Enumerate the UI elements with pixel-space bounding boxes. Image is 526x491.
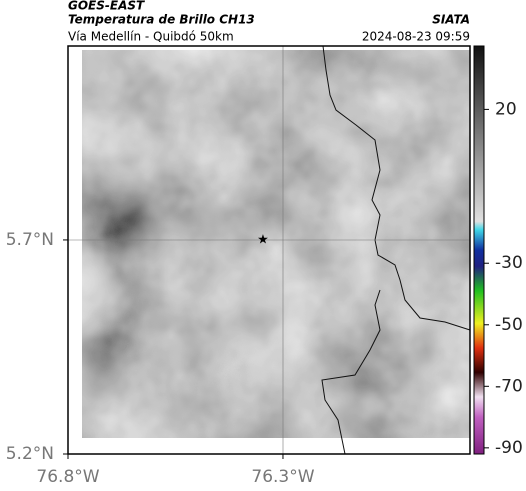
- colorbar-tick-label: -50: [495, 315, 523, 335]
- colorbar: [473, 45, 485, 455]
- colorbar-tick-label: -90: [495, 438, 523, 458]
- subtitle: Vía Medellín - Quibdó 50km: [68, 30, 234, 44]
- colorbar-tick-label: 20: [495, 99, 517, 119]
- timestamp: 2024-08-23 09:59: [362, 30, 470, 44]
- imagery: [82, 50, 470, 438]
- y-tick-label: 5.2°N: [6, 444, 54, 464]
- map-frame: [67, 45, 471, 455]
- colorbar-tick-label: -30: [495, 253, 523, 273]
- agency: SIATA: [432, 13, 470, 27]
- x-tick-label: 76.8°W: [36, 467, 99, 487]
- title: Temperatura de Brillo CH13: [68, 13, 255, 27]
- coastline: [321, 45, 471, 455]
- location-marker: ★: [257, 233, 269, 248]
- ticks: 76.8°W 76.3°W 5.2°N 5.7°N 20 -30 -50 -70 -90: [6, 99, 523, 487]
- x-tick-label: 76.3°W: [251, 467, 314, 487]
- y-tick-label: 5.7°N: [6, 230, 54, 250]
- colorbar-tick-label: -70: [495, 376, 523, 396]
- source: GOES-EAST: [68, 0, 145, 13]
